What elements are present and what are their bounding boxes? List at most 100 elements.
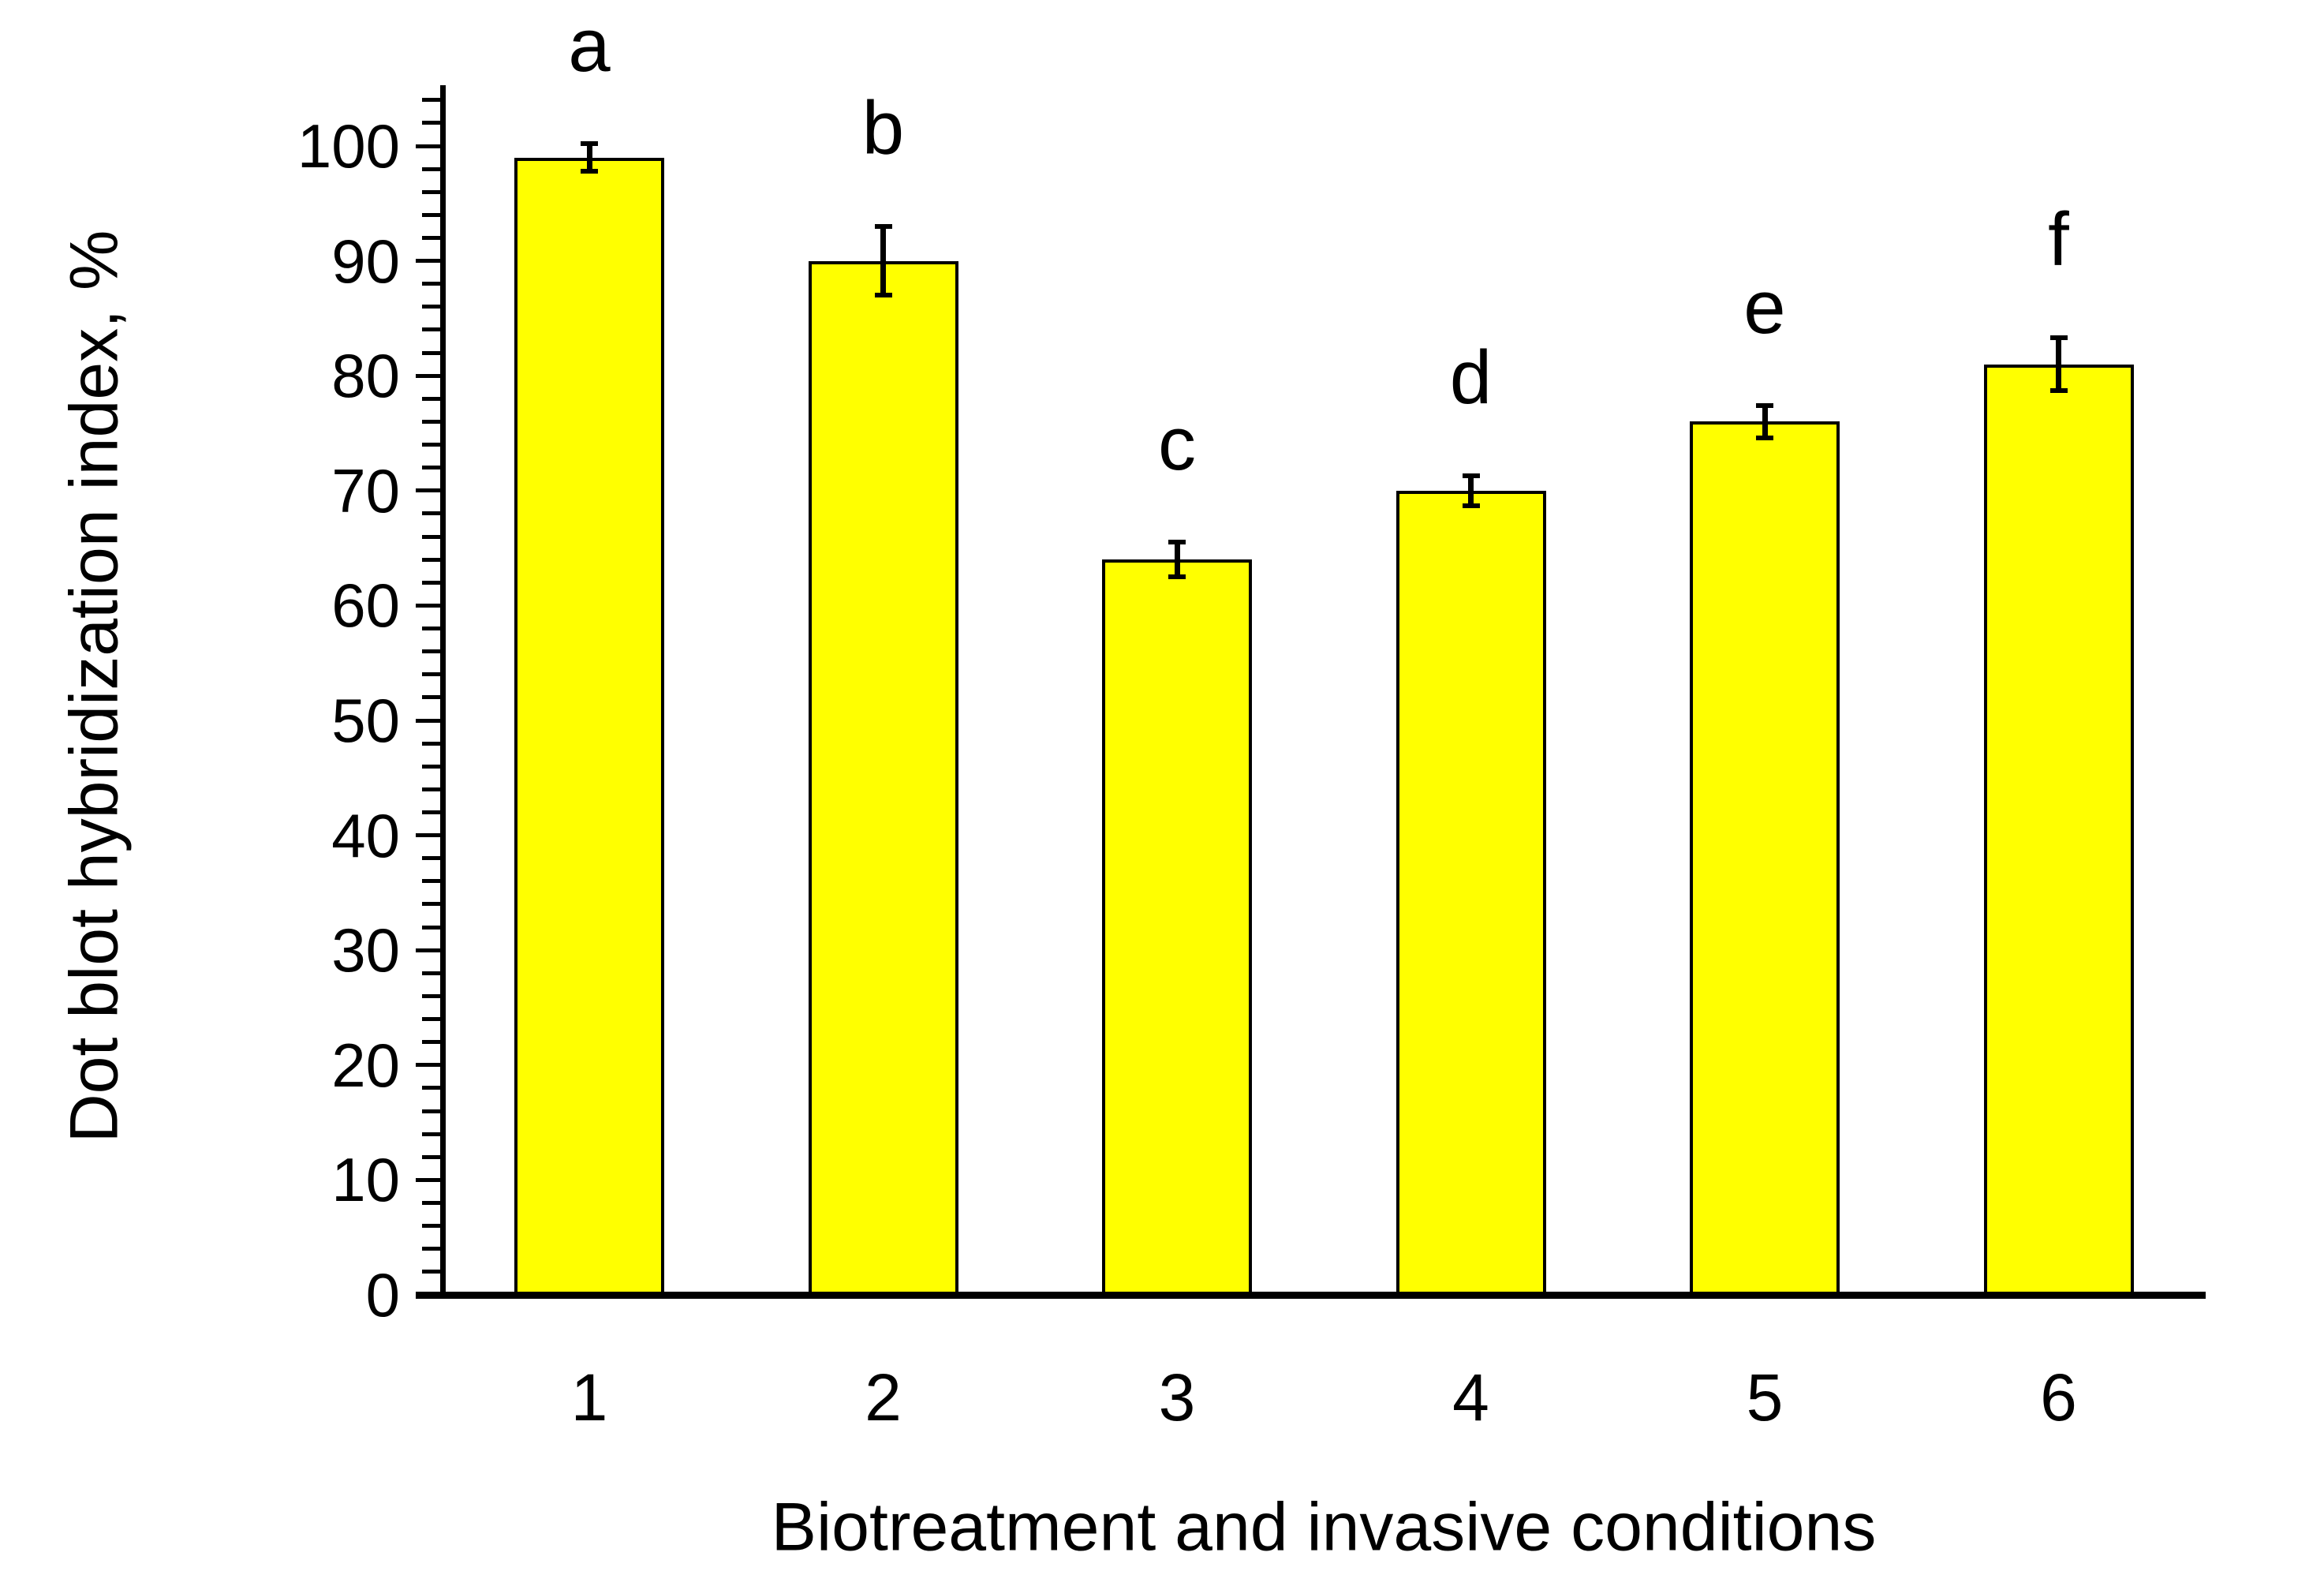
y-major-tick: [416, 603, 443, 608]
y-minor-tick: [422, 764, 443, 769]
error-bar-stem: [586, 144, 592, 172]
y-minor-tick: [422, 879, 443, 884]
y-minor-tick: [422, 1109, 443, 1113]
error-bar-stem: [1468, 475, 1474, 506]
bar: [1690, 421, 1840, 1295]
bar: [808, 260, 958, 1295]
bar: [1102, 559, 1252, 1295]
y-minor-tick: [422, 305, 443, 309]
y-major-tick: [416, 144, 443, 148]
significance-letter: b: [861, 85, 905, 170]
error-bar-cap-bottom: [1756, 435, 1773, 440]
y-minor-tick: [422, 1132, 443, 1136]
y-minor-tick: [422, 121, 443, 125]
error-bar-cap-bottom: [1168, 574, 1186, 579]
x-tick-label: 4: [1452, 1360, 1489, 1435]
y-minor-tick: [422, 166, 443, 171]
y-tick-label: 90: [331, 226, 400, 296]
y-minor-tick: [422, 557, 443, 562]
y-major-tick: [416, 259, 443, 264]
error-bar-stem: [880, 226, 886, 296]
x-tick-label: 1: [570, 1360, 608, 1435]
error-bar-cap-bottom: [1462, 503, 1480, 508]
error-bar-cap-top: [581, 141, 598, 147]
y-minor-tick: [422, 787, 443, 791]
bar: [1396, 490, 1546, 1295]
y-tick-label: 10: [331, 1145, 400, 1215]
y-minor-tick: [422, 1154, 443, 1159]
y-minor-tick: [422, 1040, 443, 1045]
y-minor-tick: [422, 511, 443, 516]
error-bar-cap-top: [1462, 473, 1480, 478]
x-tick-label: 5: [1746, 1360, 1784, 1435]
error-bar-stem: [1762, 406, 1768, 438]
significance-letter: d: [1449, 335, 1493, 420]
bar: [514, 157, 664, 1295]
y-minor-tick: [422, 627, 443, 631]
error-bar-cap-top: [1756, 403, 1773, 409]
x-axis-title: Biotreatment and invasive conditions: [771, 1489, 1877, 1565]
y-minor-tick: [422, 902, 443, 907]
y-minor-tick: [422, 856, 443, 861]
y-minor-tick: [422, 1224, 443, 1229]
y-minor-tick: [422, 1247, 443, 1251]
y-minor-tick: [422, 672, 443, 677]
y-tick-label: 80: [331, 341, 400, 411]
y-minor-tick: [422, 1201, 443, 1206]
y-minor-tick: [422, 327, 443, 332]
x-tick-label: 2: [865, 1360, 902, 1435]
y-tick-label: 40: [331, 800, 400, 870]
y-minor-tick: [422, 350, 443, 355]
significance-letter: e: [1743, 265, 1786, 350]
y-minor-tick: [422, 1086, 443, 1090]
x-tick-label: 3: [1158, 1360, 1196, 1435]
y-minor-tick: [422, 580, 443, 585]
significance-letter: f: [2048, 197, 2069, 282]
error-bar-cap-bottom: [874, 293, 892, 298]
error-bar-stem: [1174, 542, 1180, 577]
y-major-tick: [416, 833, 443, 838]
y-minor-tick: [422, 1270, 443, 1274]
y-tick-label: 0: [365, 1260, 400, 1330]
y-minor-tick: [422, 419, 443, 424]
y-minor-tick: [422, 443, 443, 447]
y-major-tick: [416, 948, 443, 952]
y-tick-label: 60: [331, 570, 400, 641]
error-bar-stem: [2056, 338, 2061, 391]
y-minor-tick: [422, 1017, 443, 1022]
error-bar-cap-bottom: [581, 169, 598, 174]
x-axis-line: [416, 1291, 2206, 1299]
y-minor-tick: [422, 741, 443, 746]
y-minor-tick: [422, 649, 443, 654]
y-minor-tick: [422, 98, 443, 103]
y-tick-label: 100: [297, 111, 400, 181]
y-minor-tick: [422, 396, 443, 401]
y-minor-tick: [422, 695, 443, 700]
y-minor-tick: [422, 993, 443, 998]
y-minor-tick: [422, 282, 443, 286]
y-minor-tick: [422, 466, 443, 470]
significance-letter: a: [568, 3, 611, 88]
y-minor-tick: [422, 235, 443, 240]
y-tick-label: 20: [331, 1030, 400, 1100]
y-axis-title: Dot blot hybridization index, %: [56, 230, 133, 1143]
y-tick-label: 30: [331, 915, 400, 986]
y-minor-tick: [422, 212, 443, 217]
y-tick-label: 50: [331, 686, 400, 755]
y-major-tick: [416, 718, 443, 723]
x-tick-label: 6: [2040, 1360, 2077, 1435]
bar: [1983, 364, 2134, 1295]
y-axis-line: [439, 85, 446, 1298]
error-bar-cap-top: [874, 223, 892, 229]
y-major-tick: [416, 373, 443, 378]
error-bar-cap-top: [1168, 540, 1186, 545]
y-minor-tick: [422, 971, 443, 975]
significance-letter: c: [1158, 402, 1196, 487]
y-minor-tick: [422, 189, 443, 194]
y-minor-tick: [422, 925, 443, 930]
y-minor-tick: [422, 810, 443, 814]
error-bar-cap-top: [2049, 335, 2068, 341]
y-minor-tick: [422, 534, 443, 539]
y-major-tick: [416, 488, 443, 493]
